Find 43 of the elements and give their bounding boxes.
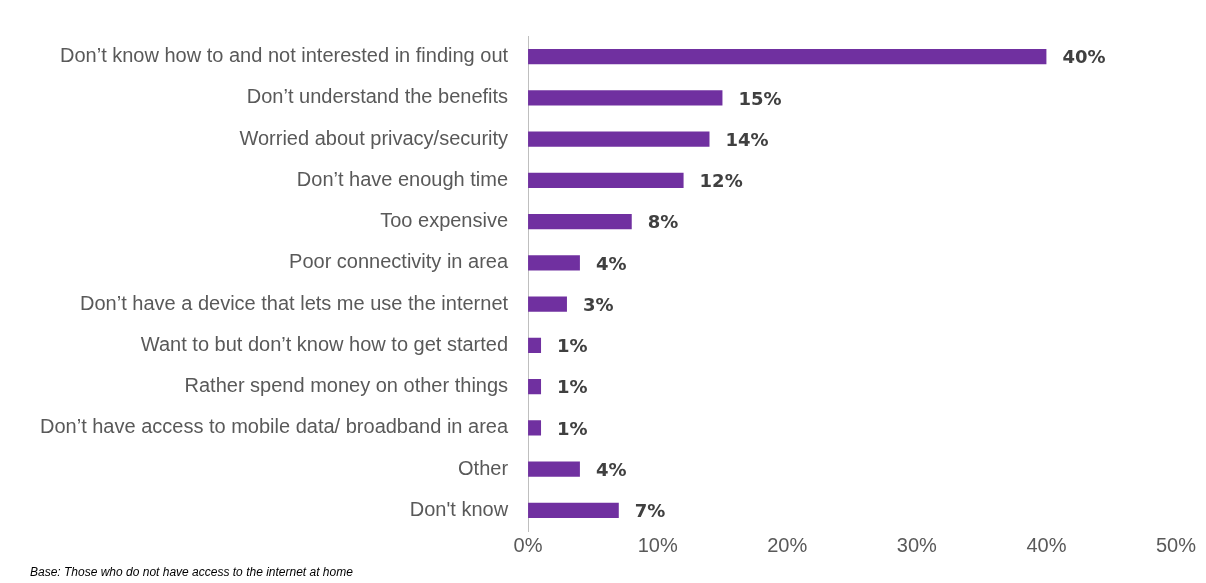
bar	[528, 461, 580, 477]
y-tick-label: Rather spend money on other things	[184, 374, 509, 397]
x-tick-label: 20%	[767, 533, 808, 556]
y-tick-label: Don't know	[409, 497, 509, 520]
bar	[528, 131, 710, 147]
data-label: 1%	[557, 417, 588, 439]
text: Base: Those who do not have access to the internet at home	[30, 565, 354, 580]
bar	[528, 90, 723, 106]
y-tick-label: Want to but don’t know how to get started	[140, 332, 509, 355]
bar	[528, 172, 684, 189]
x-tick-label: 0%	[513, 533, 543, 556]
y-tick-label: Don’t understand the benefits	[246, 85, 509, 108]
data-label: 1%	[557, 376, 588, 398]
y-tick-label: Don’t have enough time	[296, 167, 509, 190]
bar	[528, 502, 619, 519]
x-tick-label: 50%	[1155, 533, 1197, 556]
bar	[528, 296, 567, 312]
bar	[528, 213, 632, 230]
y-tick-label: Don’t have a device that lets me use the internet	[80, 291, 509, 314]
data-label: 15%	[738, 87, 782, 109]
y-tick-label: Don’t have access to mobile data/ broadband in area	[40, 415, 509, 438]
bar	[528, 337, 542, 354]
x-tick-label: 30%	[896, 533, 938, 556]
data-label: 3%	[582, 293, 614, 315]
data-label: 7%	[634, 500, 666, 522]
data-label: 12%	[699, 170, 743, 192]
data-label: 40%	[1062, 46, 1106, 68]
data-label: 4%	[595, 252, 627, 274]
x-tick-label: 40%	[1026, 533, 1067, 556]
y-tick-label: Don’t know how to and not interested in finding out	[60, 44, 509, 67]
data-label: 4%	[595, 458, 627, 480]
data-label: 14%	[725, 128, 769, 150]
y-tick-label: Poor connectivity in area	[289, 250, 509, 273]
bar	[528, 420, 542, 436]
y-tick-label: Too expensive	[380, 209, 509, 232]
y-tick-label: Worried about privacy/security	[239, 126, 509, 149]
data-label: 1%	[557, 335, 588, 357]
x-tick-label: 10%	[637, 533, 678, 556]
bar	[528, 255, 580, 271]
data-label: 8%	[647, 211, 679, 233]
y-tick-label: Other	[458, 456, 509, 479]
bar	[528, 48, 1047, 65]
bar	[528, 378, 542, 395]
